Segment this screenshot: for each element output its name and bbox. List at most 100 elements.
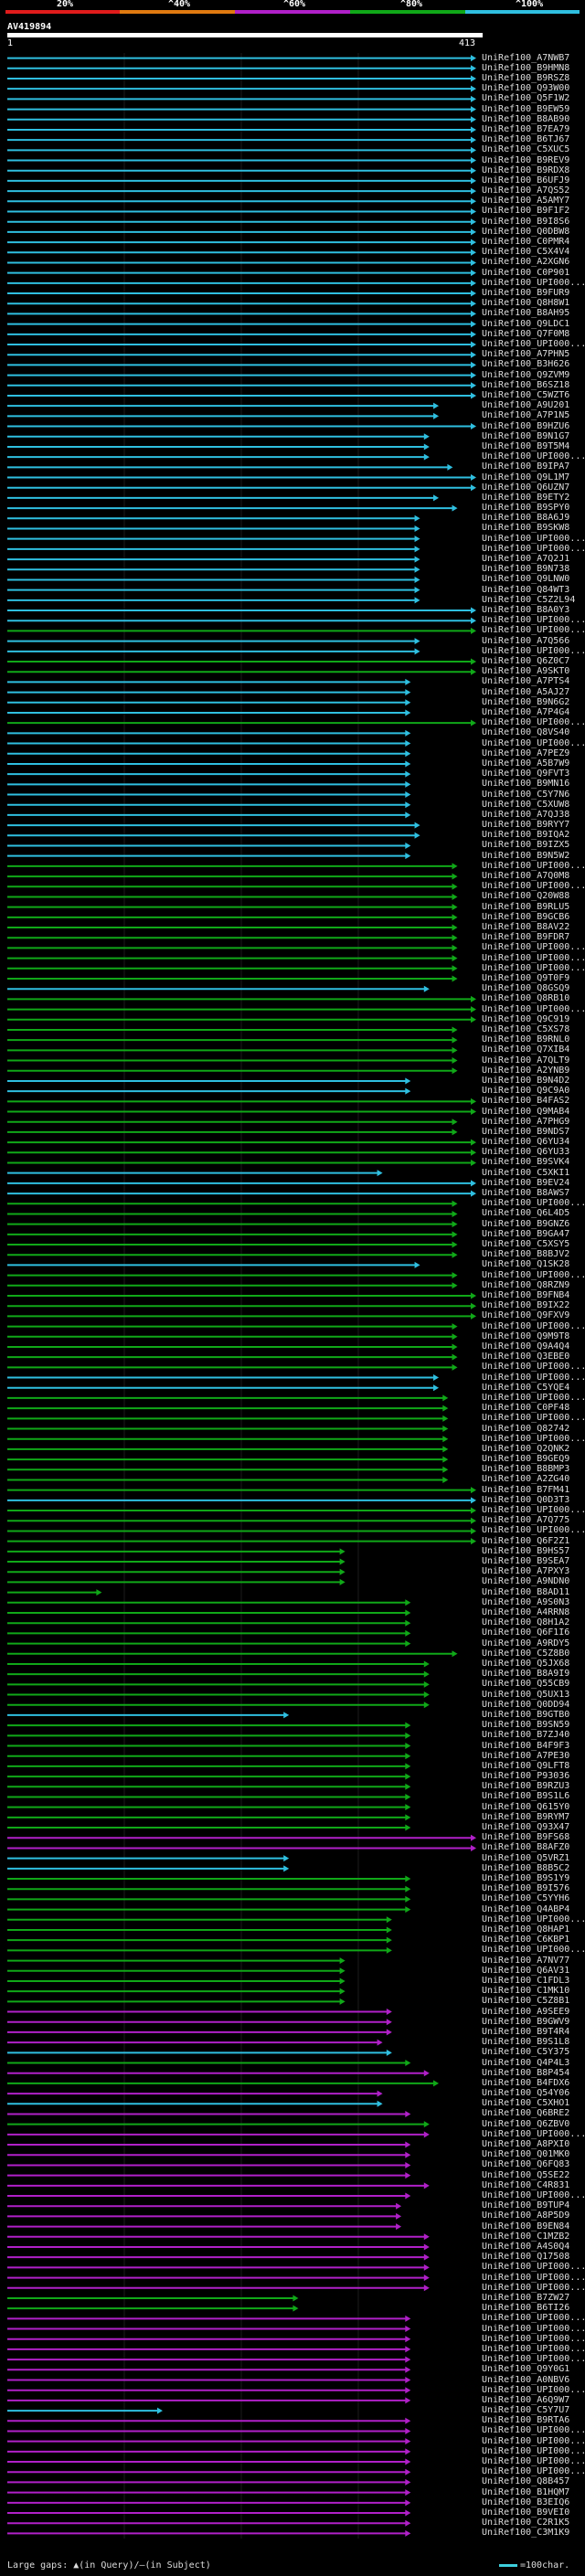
hit-label[interactable]: UniRef100_Q6BRE2 <box>482 2108 570 2119</box>
hit-label[interactable]: UniRef100_C0PF48 <box>482 1403 570 1414</box>
hit-label[interactable]: UniRef100_B8A6J9 <box>482 513 570 524</box>
hit-label[interactable]: UniRef100_UPI000... <box>482 881 585 892</box>
hit-label[interactable]: UniRef100_A8PXI0 <box>482 2139 570 2150</box>
hit-label[interactable]: UniRef100_B9SEA7 <box>482 1556 570 1567</box>
hit-label[interactable]: UniRef100_B9GNZ6 <box>482 1218 570 1229</box>
hit-label[interactable]: UniRef100_B8AD11 <box>482 1586 570 1597</box>
hit-label[interactable]: UniRef100_B9IX22 <box>482 1300 570 1311</box>
hit-label[interactable]: UniRef100_Q9Y0G1 <box>482 2364 570 2375</box>
hit-label[interactable]: UniRef100_Q6ZBV0 <box>482 2118 570 2129</box>
hit-label[interactable]: UniRef100_A7Q0M8 <box>482 871 570 882</box>
hit-label[interactable]: UniRef100_UPI000... <box>482 1198 585 1209</box>
hit-label[interactable]: UniRef100_UPI000... <box>482 1413 585 1424</box>
hit-label[interactable]: UniRef100_B7FM41 <box>482 1484 570 1495</box>
hit-label[interactable]: UniRef100_Q9A4Q4 <box>482 1341 570 1352</box>
hit-label[interactable]: UniRef100_B8BMP3 <box>482 1464 570 1475</box>
hit-label[interactable]: UniRef100_Q9LDC1 <box>482 318 570 329</box>
hit-label[interactable]: UniRef100_B9F1F2 <box>482 206 570 217</box>
hit-label[interactable]: UniRef100_B9N738 <box>482 564 570 575</box>
hit-label[interactable]: UniRef100_B9EW59 <box>482 103 570 114</box>
hit-label[interactable]: UniRef100_B9I8S6 <box>482 216 570 227</box>
hit-label[interactable]: UniRef100_B9HZU6 <box>482 420 570 431</box>
hit-label[interactable]: UniRef100_C0P901 <box>482 267 570 278</box>
hit-label[interactable]: UniRef100_C5XUW8 <box>482 799 570 810</box>
hit-label[interactable]: UniRef100_B8A0Y3 <box>482 605 570 616</box>
hit-label[interactable]: UniRef100_UPI000... <box>482 2190 585 2201</box>
hit-label[interactable]: UniRef100_Q8RZN9 <box>482 1279 570 1290</box>
hit-label[interactable]: UniRef100_A9NDN0 <box>482 1576 570 1587</box>
hit-label[interactable]: UniRef100_B9RLU5 <box>482 901 570 912</box>
hit-label[interactable]: UniRef100_B9RSZ8 <box>482 72 570 83</box>
hit-label[interactable]: UniRef100_UPI000... <box>482 2262 585 2273</box>
hit-label[interactable]: UniRef100_UPI000... <box>482 2435 585 2446</box>
hit-label[interactable]: UniRef100_Q5UX13 <box>482 1689 570 1700</box>
hit-label[interactable]: UniRef100_Q6F1I6 <box>482 1627 570 1638</box>
hit-label[interactable]: UniRef100_B4FAS2 <box>482 1096 570 1107</box>
hit-label[interactable]: UniRef100_UPI000... <box>482 645 585 656</box>
hit-label[interactable]: UniRef100_C5Z8B0 <box>482 1648 570 1659</box>
hit-label[interactable]: UniRef100_UPI000... <box>482 1003 585 1014</box>
hit-label[interactable]: UniRef100_Q5F1W2 <box>482 93 570 104</box>
hit-label[interactable]: UniRef100_UPI000... <box>482 860 585 871</box>
hit-label[interactable]: UniRef100_Q55CB9 <box>482 1679 570 1690</box>
hit-label[interactable]: UniRef100_B9MN16 <box>482 779 570 790</box>
hit-label[interactable]: UniRef100_UPI000... <box>482 339 585 349</box>
hit-label[interactable]: UniRef100_B9NDS7 <box>482 1126 570 1137</box>
hit-label[interactable]: UniRef100_A7PEZ9 <box>482 747 570 758</box>
hit-label[interactable]: UniRef100_Q93X47 <box>482 1822 570 1833</box>
hit-label[interactable]: UniRef100_B9SN59 <box>482 1720 570 1731</box>
hit-label[interactable]: UniRef100_B9RYY7 <box>482 820 570 831</box>
hit-label[interactable]: UniRef100_B4FDX6 <box>482 2077 570 2088</box>
hit-label[interactable]: UniRef100_Q6YU34 <box>482 1137 570 1148</box>
hit-label[interactable]: UniRef100_Q8H8W1 <box>482 298 570 309</box>
hit-label[interactable]: UniRef100_B8B5C2 <box>482 1862 570 1873</box>
hit-label[interactable]: UniRef100_B8P454 <box>482 2067 570 2078</box>
hit-label[interactable]: UniRef100_B8BJV2 <box>482 1249 570 1260</box>
hit-label[interactable]: UniRef100_B7ZJ40 <box>482 1730 570 1741</box>
hit-label[interactable]: UniRef100_Q9ZVM9 <box>482 369 570 380</box>
hit-label[interactable]: UniRef100_UPI000... <box>482 1269 585 1280</box>
hit-label[interactable]: UniRef100_B9ETY2 <box>482 492 570 503</box>
hit-label[interactable]: UniRef100_B9GEQ9 <box>482 1454 570 1465</box>
hit-label[interactable]: UniRef100_C1FDL3 <box>482 1975 570 1986</box>
hit-label[interactable]: UniRef100_UPI000... <box>482 2313 585 2324</box>
hit-label[interactable]: UniRef100_Q9LFT8 <box>482 1760 570 1771</box>
hit-label[interactable]: UniRef100_UPI000... <box>482 952 585 963</box>
hit-label[interactable]: UniRef100_Q3EBE0 <box>482 1352 570 1362</box>
hit-label[interactable]: UniRef100_B9N5W2 <box>482 850 570 861</box>
hit-label[interactable]: UniRef100_A7NWB7 <box>482 52 570 63</box>
hit-label[interactable]: UniRef100_B9IZX5 <box>482 840 570 851</box>
hit-label[interactable]: UniRef100_A9RDY5 <box>482 1638 570 1648</box>
hit-label[interactable]: UniRef100_A9SKT0 <box>482 666 570 677</box>
hit-label[interactable]: UniRef100_B9RDX8 <box>482 164 570 175</box>
hit-label[interactable]: UniRef100_B9VEI0 <box>482 2507 570 2518</box>
hit-label[interactable]: UniRef100_B6TJ67 <box>482 134 570 145</box>
hit-label[interactable]: UniRef100_UPI000... <box>482 2384 585 2395</box>
hit-label[interactable]: UniRef100_UPI000... <box>482 962 585 973</box>
hit-label[interactable]: UniRef100_B9FNB4 <box>482 1290 570 1300</box>
hit-label[interactable]: UniRef100_UPI000... <box>482 2282 585 2293</box>
hit-label[interactable]: UniRef100_B7ZW27 <box>482 2292 570 2303</box>
hit-label[interactable]: UniRef100_A2XGN6 <box>482 257 570 268</box>
hit-label[interactable]: UniRef100_Q8B457 <box>482 2476 570 2487</box>
hit-label[interactable]: UniRef100_Q6Z0C7 <box>482 656 570 666</box>
hit-label[interactable]: UniRef100_B9S1L8 <box>482 2037 570 2048</box>
hit-label[interactable]: UniRef100_Q9FXV9 <box>482 1310 570 1321</box>
hit-label[interactable]: UniRef100_B9RYM7 <box>482 1811 570 1822</box>
hit-label[interactable]: UniRef100_C5Z2L94 <box>482 594 576 605</box>
hit-label[interactable]: UniRef100_UPI000... <box>482 2128 585 2139</box>
hit-label[interactable]: UniRef100_B8AH95 <box>482 308 570 319</box>
hit-label[interactable]: UniRef100_B6UFJ9 <box>482 175 570 186</box>
hit-label[interactable]: UniRef100_A4RRN8 <box>482 1606 570 1617</box>
hit-label[interactable]: UniRef100_C5XUC5 <box>482 144 570 155</box>
hit-label[interactable]: UniRef100_C0PMR4 <box>482 237 570 248</box>
hit-label[interactable]: UniRef100_UPI000... <box>482 717 585 728</box>
hit-label[interactable]: UniRef100_A7Q566 <box>482 635 570 646</box>
hit-label[interactable]: UniRef100_UPI000... <box>482 533 585 544</box>
hit-label[interactable]: UniRef100_B9GCB6 <box>482 911 570 922</box>
hit-label[interactable]: UniRef100_Q84WT3 <box>482 584 570 595</box>
hit-label[interactable]: UniRef100_Q17508 <box>482 2252 570 2263</box>
hit-label[interactable]: UniRef100_UPI000... <box>482 2456 585 2467</box>
hit-label[interactable]: UniRef100_B9EV24 <box>482 1177 570 1188</box>
hit-label[interactable]: UniRef100_A2YNB9 <box>482 1065 570 1076</box>
